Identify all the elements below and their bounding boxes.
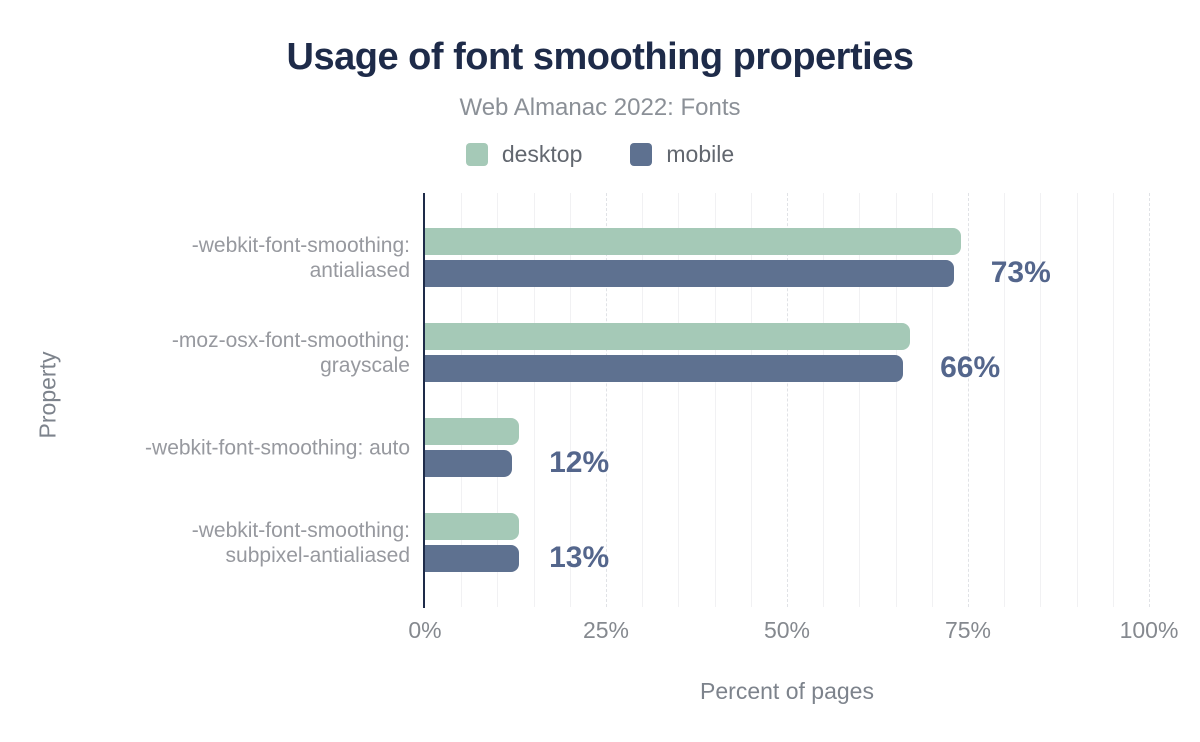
bar-mobile (425, 260, 954, 287)
gridline-minor (1004, 193, 1006, 607)
bar-group: -webkit-font-smoothing: auto 12% (145, 418, 1149, 479)
category-label: -webkit-font-smoothing: subpixel-antialia… (191, 519, 410, 567)
value-label: 66% (940, 351, 1001, 384)
x-tick-label: 100% (1119, 617, 1179, 643)
plot-area: -webkit-font-smoothing: antialiased 73% -mo… (145, 193, 1150, 608)
gridline-minor (859, 193, 861, 607)
legend: desktop mobile (0, 141, 1200, 168)
bar-group: -webkit-font-smoothing: antialiased 73% (192, 228, 1149, 289)
x-tick-label: 0% (408, 617, 442, 643)
category-label: -webkit-font-smoothing: auto (145, 436, 410, 460)
gridline-major (787, 193, 788, 607)
category-label: -moz-osx-font-smoothing: grayscale (171, 329, 410, 377)
value-label: 73% (990, 256, 1051, 289)
gridline-minor (931, 193, 933, 607)
gridline-minor (714, 193, 716, 607)
value-label: 13% (549, 541, 610, 574)
category-label: -webkit-font-smoothing: antialiased (191, 234, 410, 282)
legend-swatch (630, 143, 653, 166)
x-axis-title: Percent of pages (700, 678, 874, 704)
gridline-major (606, 193, 607, 607)
gridline-minor (642, 193, 644, 607)
chart-title: Usage of font smoothing properties (286, 36, 914, 78)
gridline-minor (1040, 193, 1042, 607)
bar-group: -moz-osx-font-smoothing: grayscale 66% (172, 323, 1149, 384)
gridline-major (1149, 193, 1150, 607)
gridline-minor (1112, 193, 1114, 607)
bar-mobile (425, 355, 903, 382)
gridline-minor (497, 193, 499, 607)
x-tick-label: 25% (582, 617, 630, 643)
gridline-minor (461, 193, 463, 607)
y-axis-line (423, 193, 425, 608)
gridline-minor (750, 193, 752, 607)
gridline-minor (569, 193, 571, 607)
gridline-minor (823, 193, 825, 607)
gridline-minor (1076, 193, 1078, 607)
value-label: 12% (549, 446, 610, 479)
bar-mobile (425, 450, 512, 477)
legend-item-mobile[interactable]: mobile (630, 141, 734, 168)
bar-mobile (425, 545, 520, 572)
bar-desktop (425, 513, 520, 540)
gridline-major (968, 193, 969, 607)
legend-swatch (465, 143, 488, 166)
x-tick-label: 75% (944, 617, 992, 643)
bar-desktop (425, 323, 911, 350)
bar-group: -webkit-font-smoothing: subpixel-antialia… (192, 513, 1149, 574)
x-tick-label: 50% (763, 617, 811, 643)
bar-desktop (425, 228, 961, 255)
gridline-minor (533, 193, 535, 607)
legend-item-desktop[interactable]: desktop (465, 141, 583, 168)
legend-item-label: desktop (501, 141, 583, 167)
bar-desktop (425, 418, 520, 445)
gridline-minor (678, 193, 680, 607)
y-axis-title: Property (34, 351, 61, 439)
legend-item-label: mobile (666, 141, 735, 167)
gridline-minor (895, 193, 897, 607)
chart-subtitle: Web Almanac 2022: Fonts (459, 94, 741, 121)
